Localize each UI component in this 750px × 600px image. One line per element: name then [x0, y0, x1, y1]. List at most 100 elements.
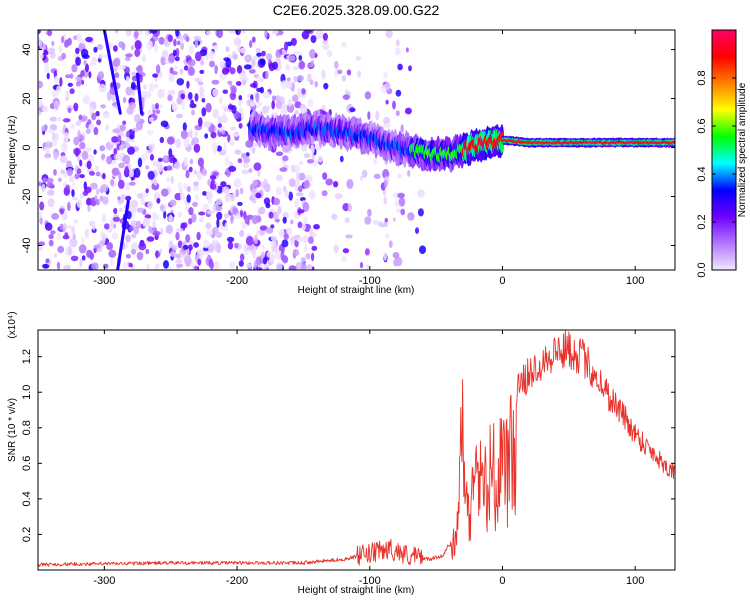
heatmap-cell: [79, 258, 83, 268]
heatmap-cell: [243, 162, 250, 169]
heatmap-cell: [205, 229, 213, 236]
heatmap-cell: [125, 53, 133, 58]
heatmap-cell: [235, 30, 241, 36]
heatmap-cell: [143, 84, 147, 90]
heatmap-cell: [122, 154, 131, 165]
heatmap-cell: [272, 30, 279, 35]
heatmap-cell: [346, 179, 354, 189]
heatmap-cell: [130, 130, 135, 136]
heatmap-cell: [128, 225, 134, 232]
heatmap-cell: [385, 232, 390, 239]
heatmap-cell: [127, 146, 135, 155]
y-tick-label: 0.2: [21, 527, 33, 542]
heatmap-cell: [212, 142, 218, 152]
heatmap-cell: [298, 172, 306, 181]
heatmap-cell: [92, 223, 96, 231]
heatmap-cell: [222, 186, 230, 194]
heatmap-streak: [102, 30, 122, 115]
heatmap-cell: [262, 91, 271, 99]
heatmap-cell: [58, 177, 62, 182]
heatmap-cell: [176, 78, 185, 86]
heatmap-cell: [122, 262, 128, 270]
heatmap-cell: [407, 169, 411, 177]
heatmap-cell: [177, 40, 181, 46]
heatmap-cell: [220, 181, 227, 188]
heatmap-cell: [215, 205, 223, 212]
heatmap-cell: [230, 85, 237, 94]
heatmap-cell: [272, 197, 280, 206]
heatmap-cell: [86, 160, 92, 170]
heatmap-cell: [85, 36, 93, 43]
heatmap-cell: [280, 80, 288, 90]
heatmap-cell: [268, 211, 274, 219]
heatmap-cell: [81, 236, 85, 245]
heatmap-cell: [342, 203, 350, 212]
heatmap-cell: [136, 251, 144, 261]
heatmap-cell: [253, 260, 257, 270]
heatmap-cell: [161, 50, 169, 59]
heatmap-cell: [60, 169, 66, 175]
heatmap-cell: [333, 181, 339, 188]
heatmap-cell: [302, 201, 310, 212]
heatmap-cell: [251, 58, 256, 67]
heatmap-cell: [95, 199, 100, 206]
heatmap-cell: [183, 156, 188, 167]
heatmap-cell: [361, 169, 368, 178]
heatmap-cell: [239, 187, 244, 195]
heatmap-cell: [383, 196, 388, 205]
heatmap-cell: [142, 217, 150, 227]
heatmap-cell: [163, 210, 167, 219]
heatmap-cell: [155, 64, 161, 74]
heatmap-cell: [186, 186, 192, 193]
heatmap-cell: [275, 151, 284, 157]
heatmap-cell: [95, 110, 100, 117]
heatmap-cell: [179, 35, 184, 42]
heatmap-cell: [194, 77, 201, 83]
heatmap-cell: [397, 63, 403, 71]
heatmap-cell: [59, 209, 64, 215]
heatmap-cell: [233, 178, 242, 188]
heatmap-cell: [211, 79, 220, 85]
heatmap-cell: [193, 265, 198, 270]
heatmap-cell: [177, 211, 183, 218]
heatmap-cell: [197, 258, 202, 266]
heatmap-cell: [129, 263, 133, 268]
heatmap-cell: [310, 144, 315, 155]
heatmap-cell: [239, 47, 247, 54]
heatmap-cell: [98, 54, 103, 59]
heatmap-cell: [160, 188, 169, 197]
heatmap-cell: [191, 213, 197, 223]
heatmap-cell: [38, 211, 43, 219]
heatmap-cell: [245, 263, 253, 268]
heatmap-cell: [219, 73, 227, 80]
heatmap-cell: [299, 107, 308, 114]
snr-panel: -300 -200 -100 0 100 0.2 0.4 0.6 0.8 1.0 1.2 Heig…: [7, 311, 676, 596]
heatmap-cell: [57, 245, 65, 253]
heatmap-cell: [345, 234, 353, 239]
heatmap-cell: [259, 229, 266, 236]
heatmap-cell: [148, 225, 153, 233]
heatmap-cell: [307, 99, 314, 107]
heatmap-cell: [106, 242, 113, 251]
bottom-x-axis-title: Height of straight line (km): [298, 585, 415, 596]
heatmap-cell: [102, 196, 109, 205]
y-tick-label: 0.4: [21, 491, 33, 506]
top-x-axis-title: Height of straight line (km): [298, 285, 415, 296]
x-tick-label: 100: [626, 275, 644, 287]
heatmap-cell: [160, 120, 169, 128]
heatmap-cell: [174, 161, 181, 170]
heatmap-cell: [188, 207, 194, 216]
heatmap-cell: [307, 159, 314, 164]
heatmap-cell: [296, 87, 301, 97]
heatmap-cell: [193, 170, 198, 175]
heatmap-cell: [397, 173, 402, 179]
heatmap-cell: [104, 223, 110, 230]
heatmap-cell: [61, 35, 65, 44]
heatmap-cell: [53, 169, 57, 176]
heatmap-cell: [56, 261, 61, 270]
heatmap-cell: [79, 159, 83, 167]
heatmap-cell: [183, 183, 188, 190]
heatmap-cell: [256, 87, 262, 93]
heatmap-cell: [364, 216, 372, 225]
